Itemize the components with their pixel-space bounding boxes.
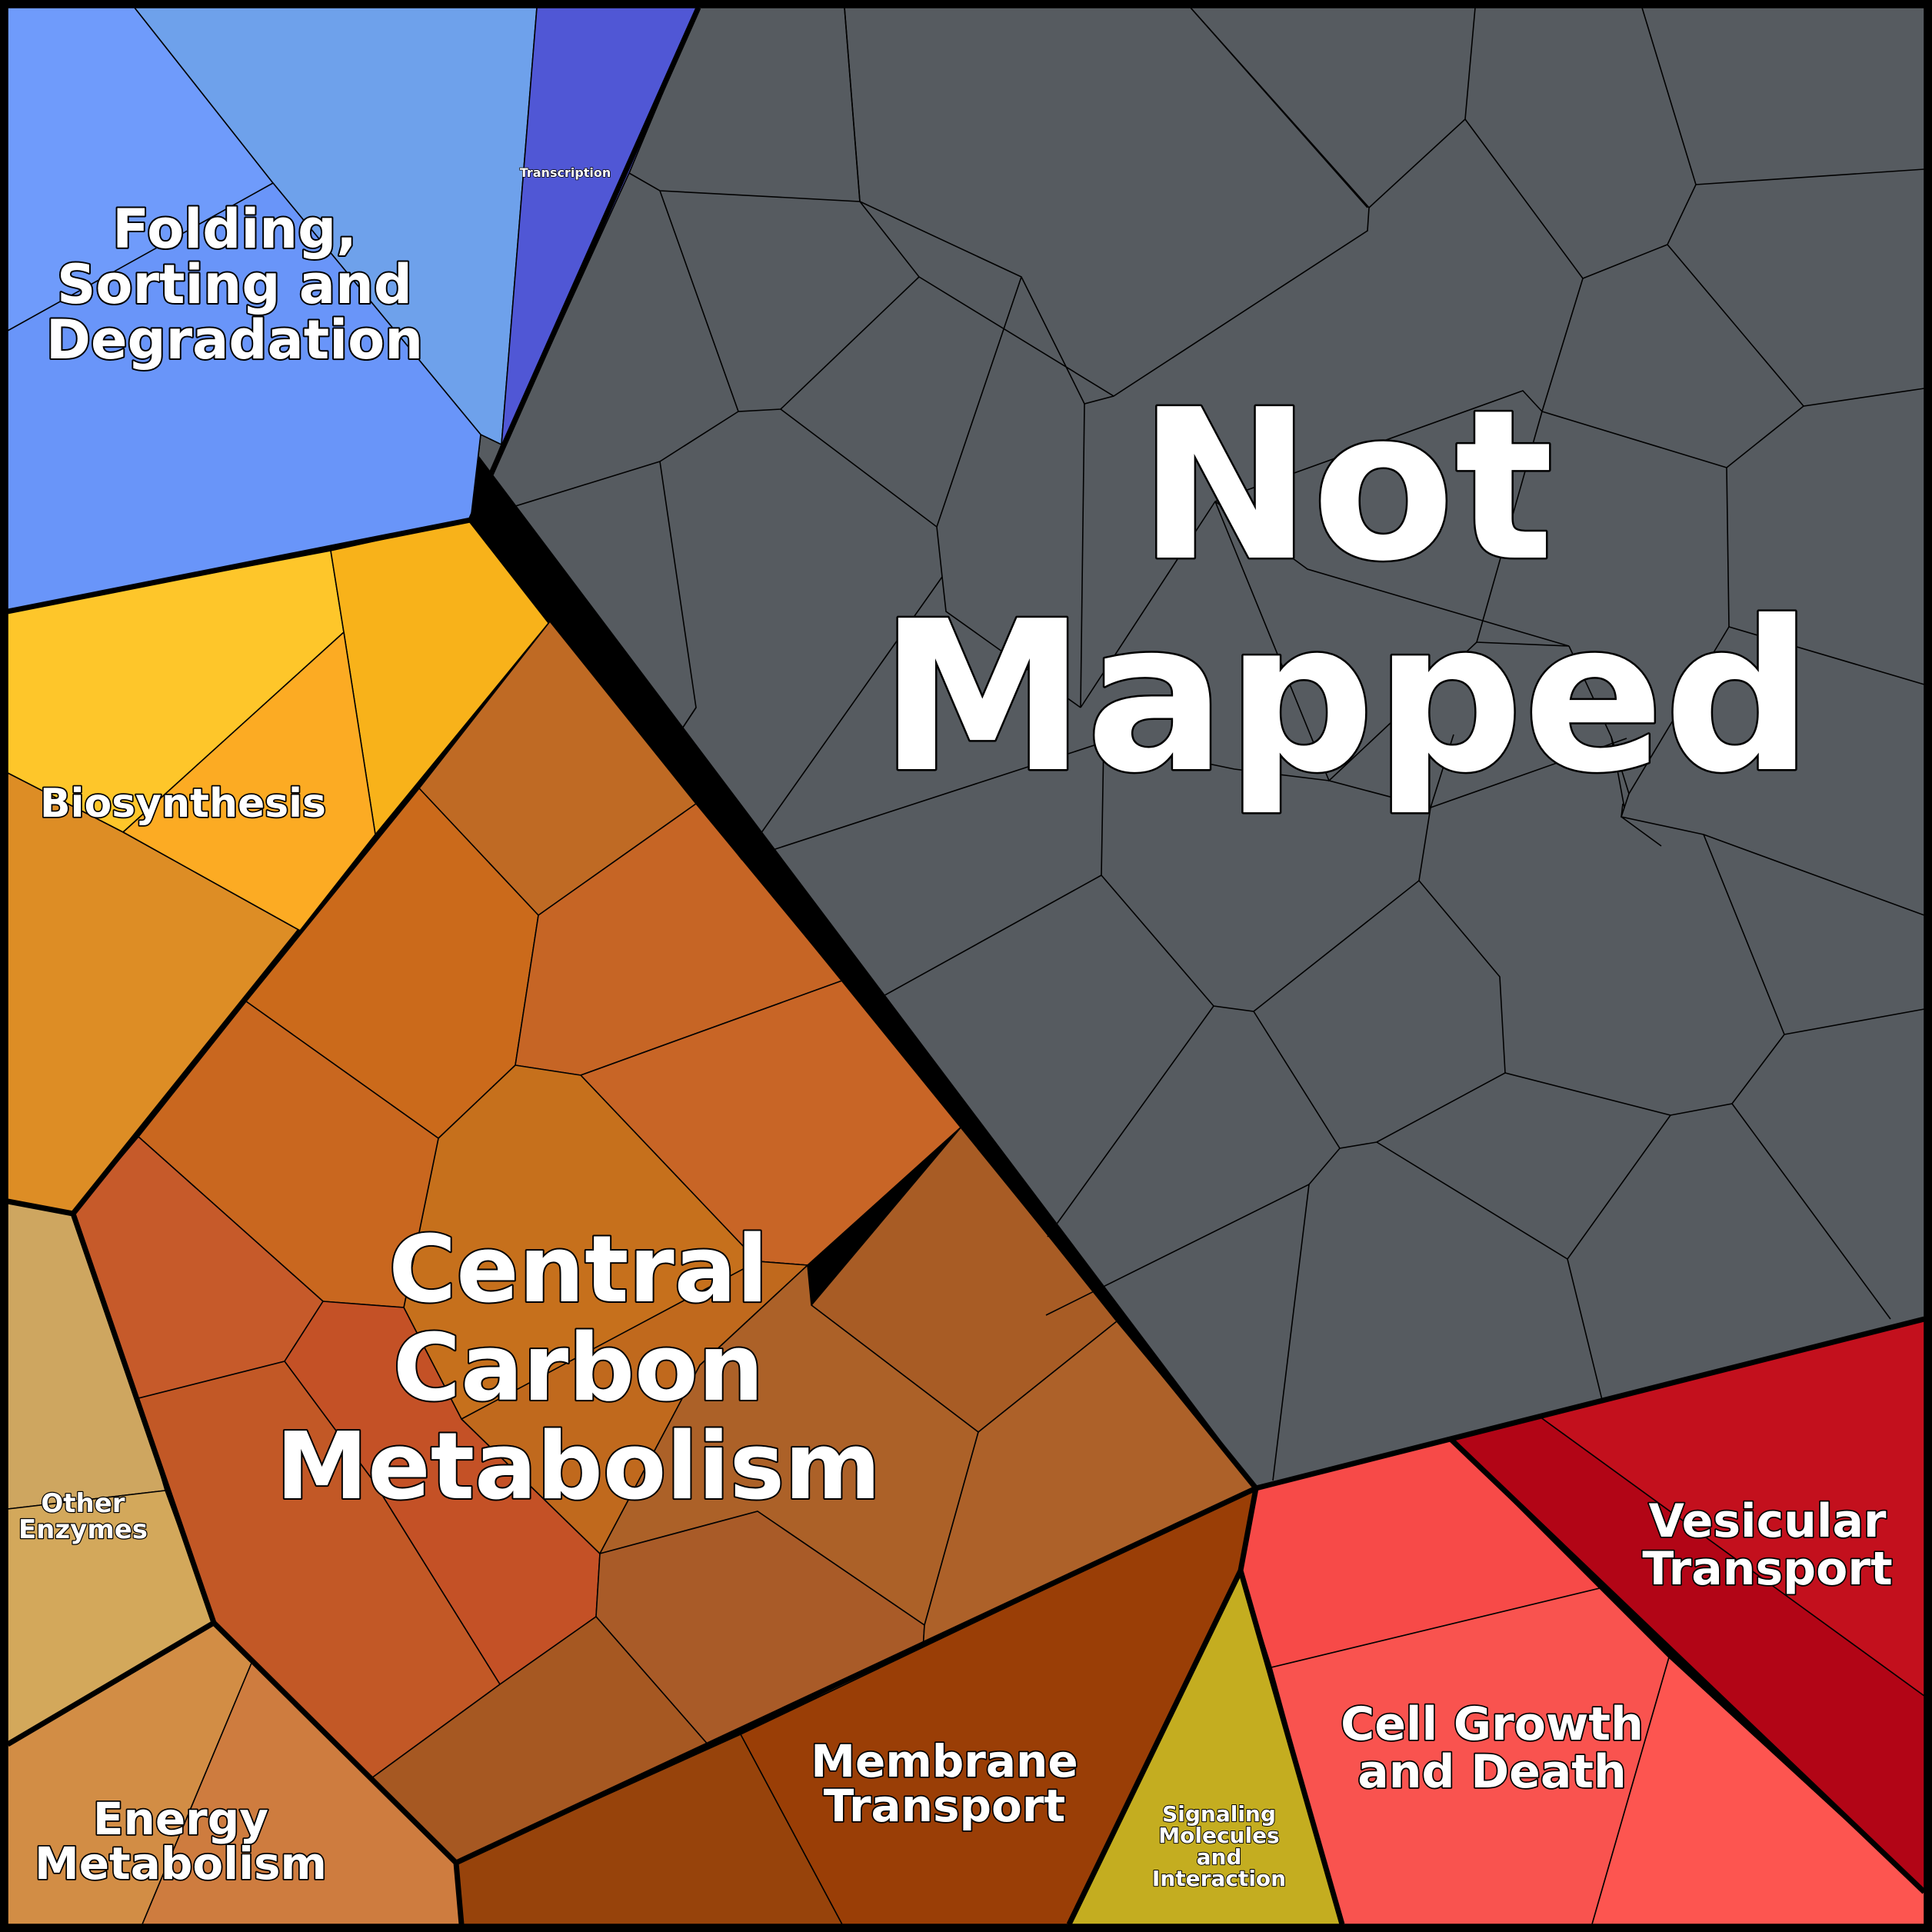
not-mapped-cell-edge	[918, 276, 1114, 397]
group-borders-layer	[6, 6, 1927, 1926]
not-mapped-label-line: Mapped	[879, 576, 1813, 818]
central-carbon-label: Central Carbon Metabolism	[276, 1217, 881, 1521]
central-carbon-label-line: Central	[388, 1217, 768, 1324]
cells-layer	[7, 7, 1925, 1925]
vesicular-label-line: Vesicular	[1648, 1494, 1886, 1548]
transcription-label: Transcription	[520, 165, 611, 180]
not-mapped-cell-edge	[1621, 626, 1730, 847]
membrane-label-line: Transport	[824, 1780, 1065, 1832]
central-carbon-label-line: Metabolism	[276, 1414, 881, 1521]
other-enzymes-label-line: Enzymes	[18, 1514, 148, 1545]
not-mapped-cell-edge	[941, 576, 1081, 708]
central-carbon-label-line: Carbon	[393, 1315, 764, 1422]
folding-label-line: Degradation	[46, 308, 423, 371]
not-mapped-cell-edge	[1621, 803, 1925, 916]
signaling-label-line: Signaling	[1162, 1801, 1276, 1827]
signaling-label: Signaling Molecules and Interaction	[1152, 1801, 1286, 1891]
not-mapped-cell-edge	[1080, 390, 1543, 708]
vesicular-label: Vesicular Transport	[1642, 1494, 1892, 1596]
not-mapped-cell-edge	[1101, 741, 1431, 1012]
group-border	[71, 928, 302, 1216]
other-enzymes-label: Other Enzymes	[18, 1488, 148, 1545]
membrane-label-line: Membrane	[811, 1735, 1078, 1787]
group-border	[1237, 1570, 1345, 1925]
biosynthesis-label: Biosynthesis	[40, 781, 326, 827]
not-mapped-cell-edge	[844, 7, 861, 202]
cell-growth-label-line: Cell Growth	[1341, 1697, 1644, 1751]
biosynthesis-label-line: Biosynthesis	[40, 781, 326, 827]
energy-label-line: Metabolism	[35, 1837, 327, 1890]
folding-label-line: Folding,	[112, 198, 357, 261]
folding-label: Folding, Sorting and Degradation	[46, 198, 423, 371]
not-mapped-cell-edge	[1190, 7, 1368, 208]
membrane-label: Membrane Transport	[811, 1735, 1078, 1832]
signaling-label-line: Molecules	[1158, 1823, 1279, 1848]
not-mapped-cell-edge	[1047, 1005, 1214, 1237]
not-mapped-cell-edge	[1214, 501, 1570, 647]
not-mapped-cell-edge	[1376, 1141, 1568, 1260]
folding-label-line: Sorting and	[57, 253, 412, 316]
group-border	[1447, 1436, 1927, 1894]
not-mapped-cell-edge	[1418, 880, 1506, 1074]
not-mapped-label: Not Mapped	[879, 365, 1813, 818]
group-border	[468, 518, 552, 624]
not-mapped-cell-edge	[1430, 738, 1627, 808]
vesicular-label-line: Transport	[1642, 1542, 1892, 1596]
not-mapped-label-line: Not	[1138, 365, 1554, 607]
signaling-label-line: and	[1197, 1844, 1242, 1870]
energy-label-line: Energy	[93, 1793, 268, 1845]
not-mapped-cell-edge	[741, 741, 1330, 861]
transcription-label-line: Transcription	[520, 165, 611, 180]
not-mapped-cell-edge	[1726, 405, 1804, 468]
not-mapped-cell-edge	[1695, 168, 1925, 185]
not-mapped-cell-edge	[1726, 467, 1730, 628]
not-mapped-cell-edge	[1611, 736, 1625, 808]
not-mapped-cell-edge	[1728, 626, 1925, 685]
not-mapped-cell-edge	[936, 276, 1022, 528]
signaling-label-line: Interaction	[1152, 1866, 1286, 1891]
cell-growth-label-line: and Death	[1357, 1745, 1626, 1799]
not-mapped-cell-edge	[1272, 1184, 1310, 1481]
cell-growth-label: Cell Growth and Death	[1341, 1697, 1644, 1799]
not-mapped-cell-edge	[864, 874, 1102, 1007]
not-mapped-cell-edge	[741, 576, 943, 861]
other-enzymes-label-line: Other	[41, 1488, 125, 1519]
not-mapped-cell-edge	[1731, 1103, 1891, 1320]
labels-layer: Not Mapped Folding, Sorting and Degradation T…	[18, 165, 1894, 1892]
not-mapped-cell-edge	[1080, 403, 1085, 708]
energy-label: Energy Metabolism	[35, 1793, 327, 1890]
